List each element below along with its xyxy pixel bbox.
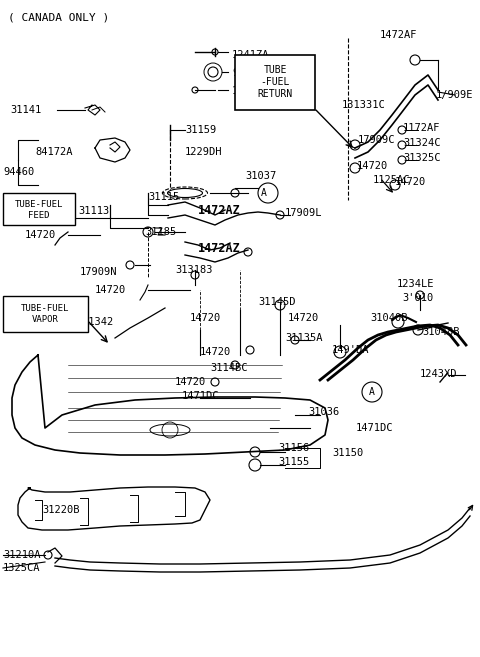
Text: 31040B: 31040B [370, 313, 408, 323]
Text: 17909N: 17909N [80, 267, 118, 277]
Text: 1234LE: 1234LE [397, 279, 434, 289]
Text: 1243XD: 1243XD [420, 369, 457, 379]
Text: 3114BC: 3114BC [210, 363, 248, 373]
Text: 149'DA: 149'DA [332, 345, 370, 355]
Text: 84172A: 84172A [35, 147, 72, 157]
Text: 1472AZ: 1472AZ [198, 242, 241, 254]
Text: 1172AF: 1172AF [403, 123, 441, 133]
Text: ( CANADA ONLY ): ( CANADA ONLY ) [8, 13, 109, 23]
Text: 31145D: 31145D [258, 297, 296, 307]
Text: 94460: 94460 [3, 167, 34, 177]
Text: 31048B: 31048B [422, 327, 459, 337]
Text: 14720: 14720 [357, 161, 388, 171]
Text: 14720: 14720 [395, 177, 426, 187]
Text: 31150: 31150 [332, 448, 363, 458]
Text: 313183: 313183 [175, 265, 213, 275]
Text: 1/909E: 1/909E [436, 90, 473, 100]
Text: 94471B: 94471B [232, 68, 269, 78]
Text: 14720: 14720 [95, 285, 126, 295]
Text: 31036: 31036 [308, 407, 339, 417]
Text: 14720: 14720 [190, 313, 221, 323]
Text: 1471DC: 1471DC [182, 391, 219, 401]
Text: 31037: 31037 [245, 171, 276, 181]
Text: 14720: 14720 [200, 347, 231, 357]
Text: 31115: 31115 [148, 192, 179, 202]
Text: 1125AC: 1125AC [373, 175, 410, 185]
Text: 14720: 14720 [25, 230, 56, 240]
Text: 1472AZ: 1472AZ [198, 204, 241, 217]
Text: 31324C: 31324C [403, 138, 441, 148]
Text: 31342: 31342 [82, 317, 113, 327]
FancyBboxPatch shape [3, 193, 75, 225]
FancyBboxPatch shape [235, 55, 315, 110]
Text: 31185: 31185 [145, 227, 176, 237]
Text: 131331C: 131331C [342, 100, 386, 110]
Text: 31155: 31155 [278, 457, 309, 467]
Text: 31325C: 31325C [403, 153, 441, 163]
Text: 14720: 14720 [175, 377, 206, 387]
Text: A: A [261, 188, 267, 198]
Text: 1229DH: 1229DH [185, 147, 223, 157]
Text: 1471DC: 1471DC [356, 423, 394, 433]
Text: 31113: 31113 [78, 206, 109, 216]
Text: 31159: 31159 [185, 125, 216, 135]
Text: TUBE-FUEL
VAPOR: TUBE-FUEL VAPOR [21, 304, 69, 324]
Text: TUBE-FUEL
FEED: TUBE-FUEL FEED [15, 200, 63, 219]
Text: 14720: 14720 [288, 313, 319, 323]
Text: A: A [369, 387, 375, 397]
Text: 31156: 31156 [278, 443, 309, 453]
Text: 1325CA: 1325CA [3, 563, 40, 573]
Text: 31210A: 31210A [3, 550, 40, 560]
Text: 1472AF: 1472AF [380, 30, 418, 40]
Text: 17909C: 17909C [358, 135, 396, 145]
Text: 1241ZA: 1241ZA [232, 50, 269, 60]
Text: 31220B: 31220B [42, 505, 80, 515]
FancyBboxPatch shape [3, 296, 88, 332]
Text: TUBE
-FUEL
RETURN: TUBE -FUEL RETURN [257, 66, 293, 99]
Text: 17909L: 17909L [285, 208, 323, 218]
Text: 3'010: 3'010 [402, 293, 433, 303]
Text: 31141: 31141 [10, 105, 41, 115]
Text: 31135A: 31135A [285, 333, 323, 343]
Text: 1491DA: 1491DA [232, 86, 269, 96]
